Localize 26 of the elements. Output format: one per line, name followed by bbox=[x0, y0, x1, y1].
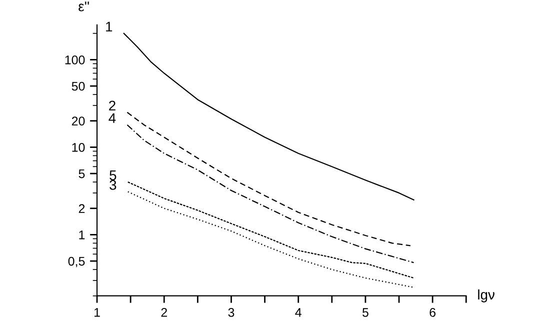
series-label: 3 bbox=[110, 180, 116, 190]
y-tick-label: 20 bbox=[72, 116, 85, 126]
line-series bbox=[126, 124, 414, 264]
y-tick-label: 0,5 bbox=[68, 256, 85, 268]
y-tick-label: 5 bbox=[78, 169, 85, 178]
line-series bbox=[127, 181, 414, 279]
series-label: 1 bbox=[106, 22, 112, 32]
x-tick-label: 1 bbox=[94, 308, 100, 317]
x-tick-label: 4 bbox=[295, 308, 302, 317]
y-tick-label: 100 bbox=[65, 55, 85, 64]
x-tick-label: 6 bbox=[430, 308, 436, 317]
x-tick-label: 5 bbox=[362, 308, 368, 317]
x-tick-label: 2 bbox=[161, 308, 167, 317]
x-axis-title: lgν bbox=[478, 289, 494, 302]
y-tick-label: 1 bbox=[79, 230, 85, 240]
y-tick-label: 2 bbox=[78, 204, 85, 213]
series-label: 4 bbox=[108, 113, 116, 123]
y-tick-label: 50 bbox=[72, 82, 85, 91]
series-label: 5 bbox=[110, 170, 116, 180]
x-tick-label: 3 bbox=[228, 308, 234, 317]
series-label: 2 bbox=[109, 100, 116, 110]
y-axis-title: ε'' bbox=[78, 2, 89, 12]
line-series bbox=[127, 191, 414, 288]
line-series bbox=[126, 112, 411, 246]
y-tick-label: 10 bbox=[72, 143, 85, 152]
line-series bbox=[123, 32, 414, 200]
